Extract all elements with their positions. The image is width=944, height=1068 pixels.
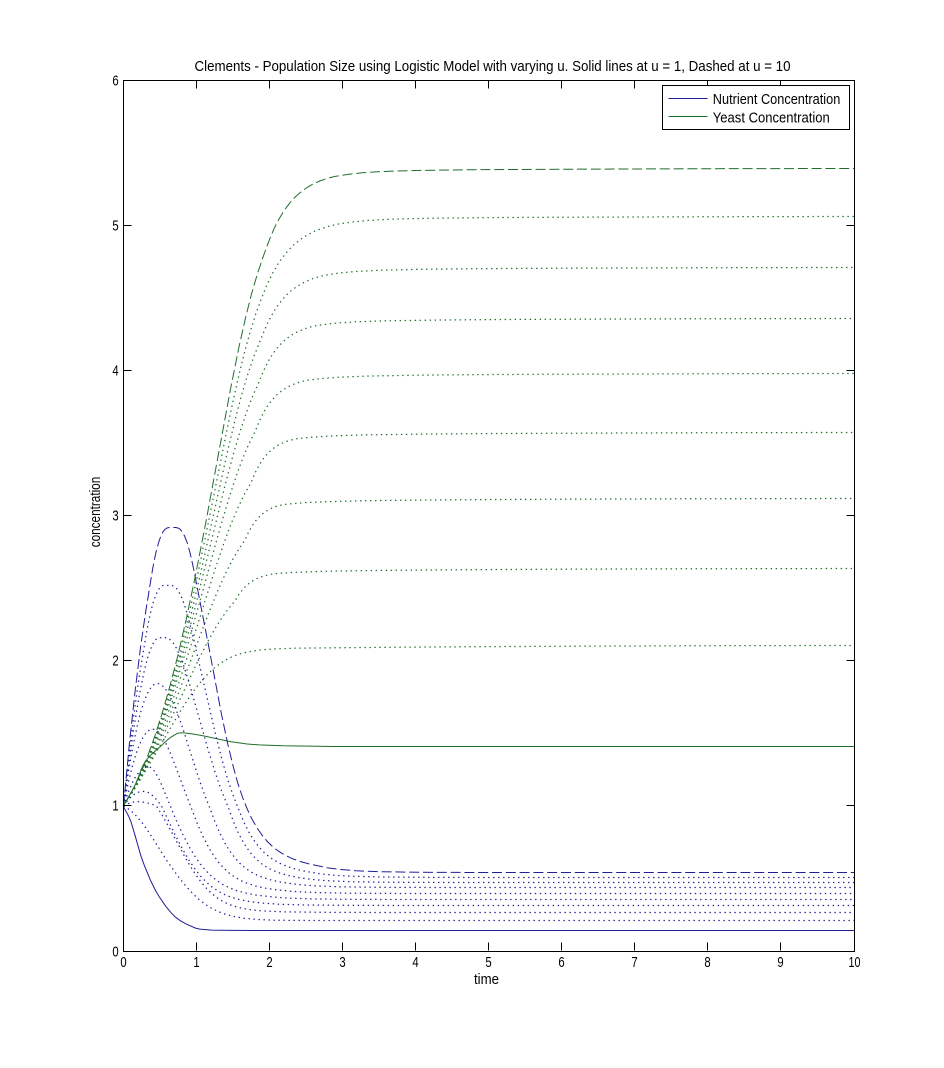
svg-text:0: 0 <box>120 955 126 971</box>
svg-text:1: 1 <box>193 955 199 971</box>
svg-text:1: 1 <box>112 799 118 815</box>
svg-text:9: 9 <box>777 955 783 971</box>
svg-text:time: time <box>474 972 499 988</box>
svg-text:4: 4 <box>412 955 418 971</box>
svg-text:2: 2 <box>112 654 118 670</box>
svg-text:2: 2 <box>266 955 272 971</box>
svg-text:8: 8 <box>704 955 710 971</box>
svg-text:concentration: concentration <box>88 477 104 548</box>
svg-text:10: 10 <box>849 955 861 971</box>
svg-text:0: 0 <box>112 945 118 961</box>
svg-text:Nutrient Concentration: Nutrient Concentration <box>713 92 841 108</box>
svg-text:5: 5 <box>485 955 491 971</box>
svg-text:7: 7 <box>631 955 637 971</box>
svg-text:3: 3 <box>112 509 118 525</box>
svg-text:4: 4 <box>112 364 118 380</box>
svg-text:Yeast Concentration: Yeast Concentration <box>713 110 830 126</box>
svg-text:5: 5 <box>112 219 118 235</box>
svg-text:Clements - Population Size usi: Clements - Population Size using Logisti… <box>195 59 791 75</box>
svg-text:6: 6 <box>558 955 564 971</box>
svg-text:3: 3 <box>339 955 345 971</box>
svg-text:6: 6 <box>112 74 118 90</box>
